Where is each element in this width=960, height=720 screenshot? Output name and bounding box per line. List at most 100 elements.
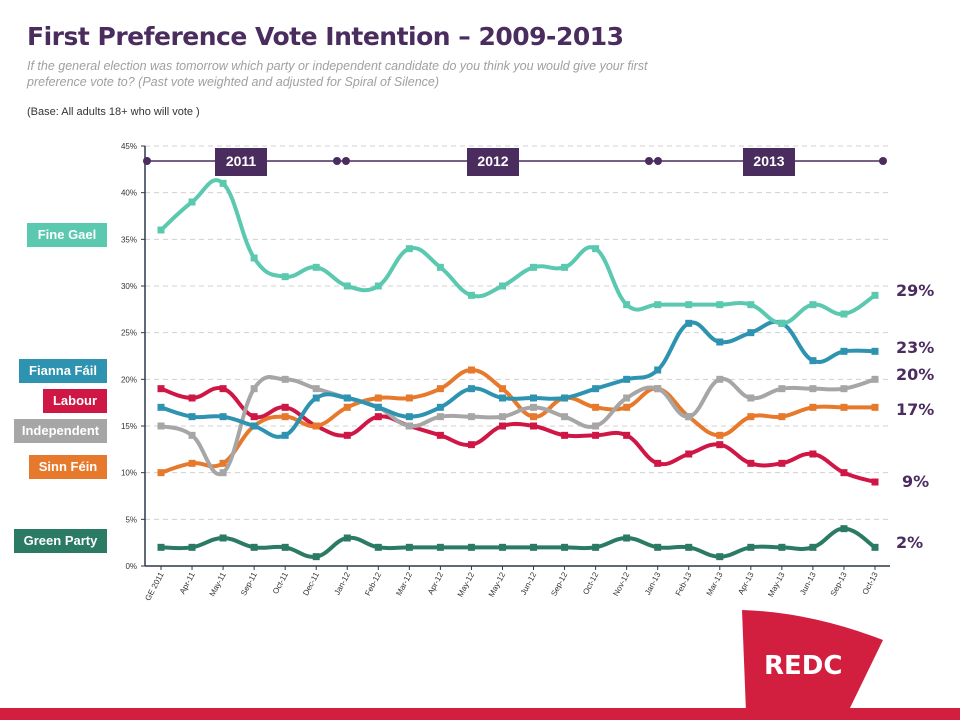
logo-text: REDC <box>764 651 842 681</box>
x-tick-label: Mar-12 <box>394 570 414 597</box>
x-tick-label: GE 2011 <box>143 570 166 602</box>
data-point <box>809 385 817 393</box>
data-point <box>467 441 475 449</box>
series-line <box>159 526 877 559</box>
data-point <box>157 543 165 551</box>
end-label-fine-gael: 29% <box>896 281 935 300</box>
end-label-fianna-f-il: 23% <box>896 338 935 357</box>
x-tick-label: May-12 <box>487 570 508 598</box>
data-point <box>747 413 755 421</box>
data-point <box>157 469 165 477</box>
data-point <box>530 403 538 411</box>
data-point <box>343 534 351 542</box>
series-sinn-f-in <box>157 366 879 477</box>
data-point <box>157 403 165 411</box>
data-point <box>436 385 444 393</box>
data-point <box>405 543 413 551</box>
data-point <box>778 413 786 421</box>
year-text: 2013 <box>753 153 784 169</box>
data-point <box>436 413 444 421</box>
y-tick-label: 10% <box>121 469 137 478</box>
data-point <box>530 413 538 421</box>
page-title: First Preference Vote Intention – 2009-2… <box>27 22 624 51</box>
x-tick-label: Apr-13 <box>736 570 755 596</box>
data-point <box>374 403 382 411</box>
data-point <box>809 403 817 411</box>
data-point <box>623 394 631 402</box>
data-point <box>312 263 320 271</box>
x-tick-label: Sep-11 <box>239 570 259 597</box>
data-point <box>188 459 196 467</box>
data-point <box>654 459 662 467</box>
timeline-dot <box>333 157 341 165</box>
year-label-2013: 2013 <box>743 148 795 176</box>
end-label-independent: 20% <box>896 365 935 384</box>
data-point <box>592 431 600 439</box>
series-line <box>159 367 877 475</box>
data-point <box>312 422 320 430</box>
data-point <box>188 198 196 206</box>
gridlines <box>145 145 890 520</box>
data-point <box>436 403 444 411</box>
data-point <box>654 301 662 309</box>
data-point <box>312 385 320 393</box>
data-point <box>467 366 475 374</box>
data-point <box>405 422 413 430</box>
x-tick-label: Oct-12 <box>581 570 600 596</box>
x-tick-label: Sep-13 <box>829 570 849 597</box>
data-point <box>467 385 475 393</box>
timeline-dot <box>342 157 350 165</box>
y-tick-label: 35% <box>121 235 137 244</box>
data-point <box>188 543 196 551</box>
data-point <box>281 431 289 439</box>
data-point <box>809 357 817 365</box>
year-text: 2012 <box>477 153 508 169</box>
legend-item-green-party: Green Party <box>14 529 107 553</box>
legend-item-labour: Labour <box>43 389 107 413</box>
data-point <box>188 413 196 421</box>
data-point <box>716 553 724 561</box>
x-tick-label: Jun-13 <box>798 570 818 596</box>
data-point <box>157 385 165 393</box>
y-tick-label: 5% <box>125 515 137 524</box>
data-point <box>592 245 600 253</box>
y-tick-label: 45% <box>121 142 137 151</box>
data-point <box>405 394 413 402</box>
data-point <box>343 394 351 402</box>
data-point <box>530 394 538 402</box>
data-point <box>561 394 569 402</box>
data-point <box>374 394 382 402</box>
end-label-green-party: 2% <box>896 533 924 552</box>
series-independent <box>157 375 879 477</box>
data-point <box>871 291 879 299</box>
data-point <box>281 543 289 551</box>
data-point <box>716 301 724 309</box>
data-point <box>716 375 724 383</box>
data-point <box>343 282 351 290</box>
legend-item-fianna-f-il: Fianna Fáil <box>19 359 107 383</box>
y-tick-label: 0% <box>125 562 137 571</box>
data-point <box>405 413 413 421</box>
y-axis-ticks: 0% 5% 10% 15% 20% 25% 30% 35% 40% 45% <box>121 142 145 571</box>
x-tick-label: May-12 <box>456 570 477 598</box>
data-point <box>561 431 569 439</box>
data-point <box>685 301 693 309</box>
data-point <box>654 366 662 374</box>
data-point <box>157 422 165 430</box>
data-point <box>685 319 693 327</box>
data-point <box>374 413 382 421</box>
x-tick-label: Feb-12 <box>363 570 383 597</box>
data-point <box>871 543 879 551</box>
x-tick-label: May-11 <box>208 570 228 598</box>
data-point <box>778 385 786 393</box>
legend-item-fine-gael: Fine Gael <box>27 223 107 247</box>
data-point <box>561 263 569 271</box>
data-point <box>436 431 444 439</box>
x-tick-label: Nov-12 <box>611 570 631 597</box>
data-point <box>685 413 693 421</box>
data-point <box>747 329 755 337</box>
data-point <box>685 450 693 458</box>
data-point <box>716 441 724 449</box>
y-tick-label: 25% <box>121 329 137 338</box>
data-point <box>250 254 258 262</box>
